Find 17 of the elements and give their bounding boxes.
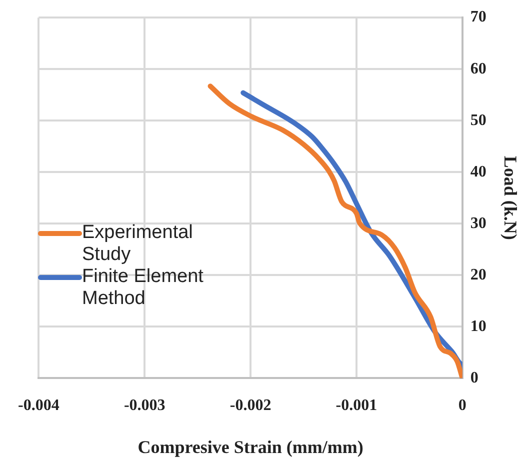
x-tick-label: -0.003 xyxy=(124,396,166,414)
x-tick-label: -0.004 xyxy=(18,396,60,414)
legend-label: Finite Element Method xyxy=(82,266,204,310)
legend-label: Experimental Study xyxy=(82,222,194,266)
y-tick-label: 10 xyxy=(470,318,486,335)
y-tick-label: 30 xyxy=(470,214,486,232)
x-tick-label: 0 xyxy=(458,396,466,414)
x-tick-label: -0.001 xyxy=(336,396,378,414)
y-tick-label: 50 xyxy=(470,112,486,129)
y-tick-label: 40 xyxy=(470,163,486,180)
y-tick-label: 0 xyxy=(470,369,478,386)
x-axis-title: Compresive Strain (mm/mm) xyxy=(138,436,364,457)
y-tick-label: 60 xyxy=(470,60,486,78)
y-axis-title: Load (k.N) xyxy=(500,156,521,240)
y-tick-label: 70 xyxy=(470,8,486,26)
x-tick-label: -0.002 xyxy=(230,396,272,414)
y-tick-label: 20 xyxy=(470,266,486,284)
